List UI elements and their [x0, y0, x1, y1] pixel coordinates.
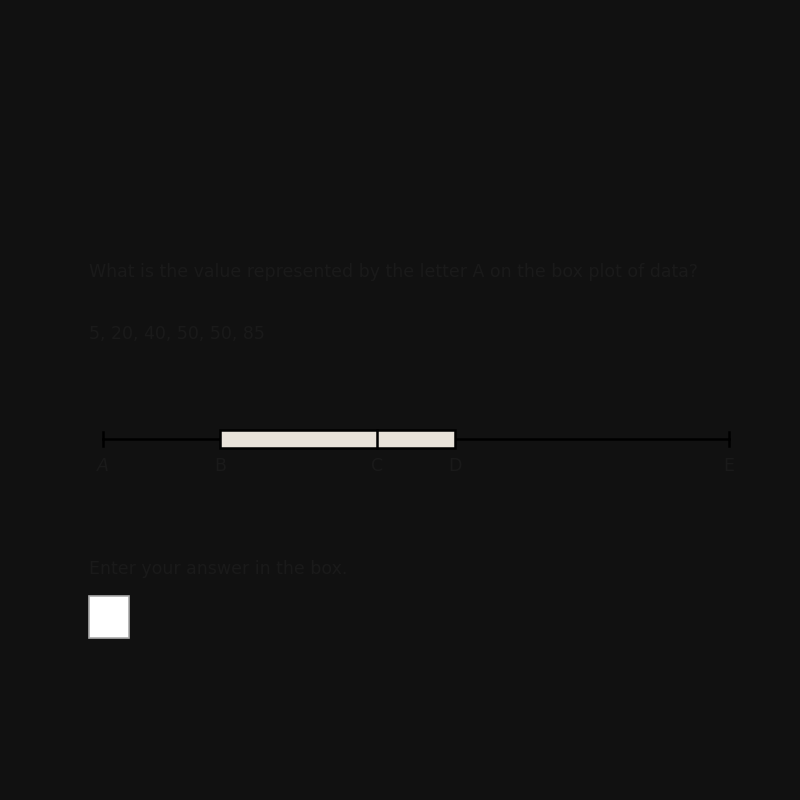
Bar: [221, 430, 455, 448]
Bar: [89, 597, 129, 638]
Text: Enter your answer in the box.: Enter your answer in the box.: [89, 560, 347, 578]
Text: C: C: [371, 457, 383, 474]
Text: B: B: [214, 457, 226, 474]
Text: D: D: [449, 457, 462, 474]
Text: What is the value represented by the letter A on the box plot of data?: What is the value represented by the let…: [89, 263, 698, 281]
Text: E: E: [723, 457, 734, 474]
Text: 5, 20, 40, 50, 50, 85: 5, 20, 40, 50, 50, 85: [89, 325, 265, 342]
Text: A: A: [97, 457, 109, 474]
